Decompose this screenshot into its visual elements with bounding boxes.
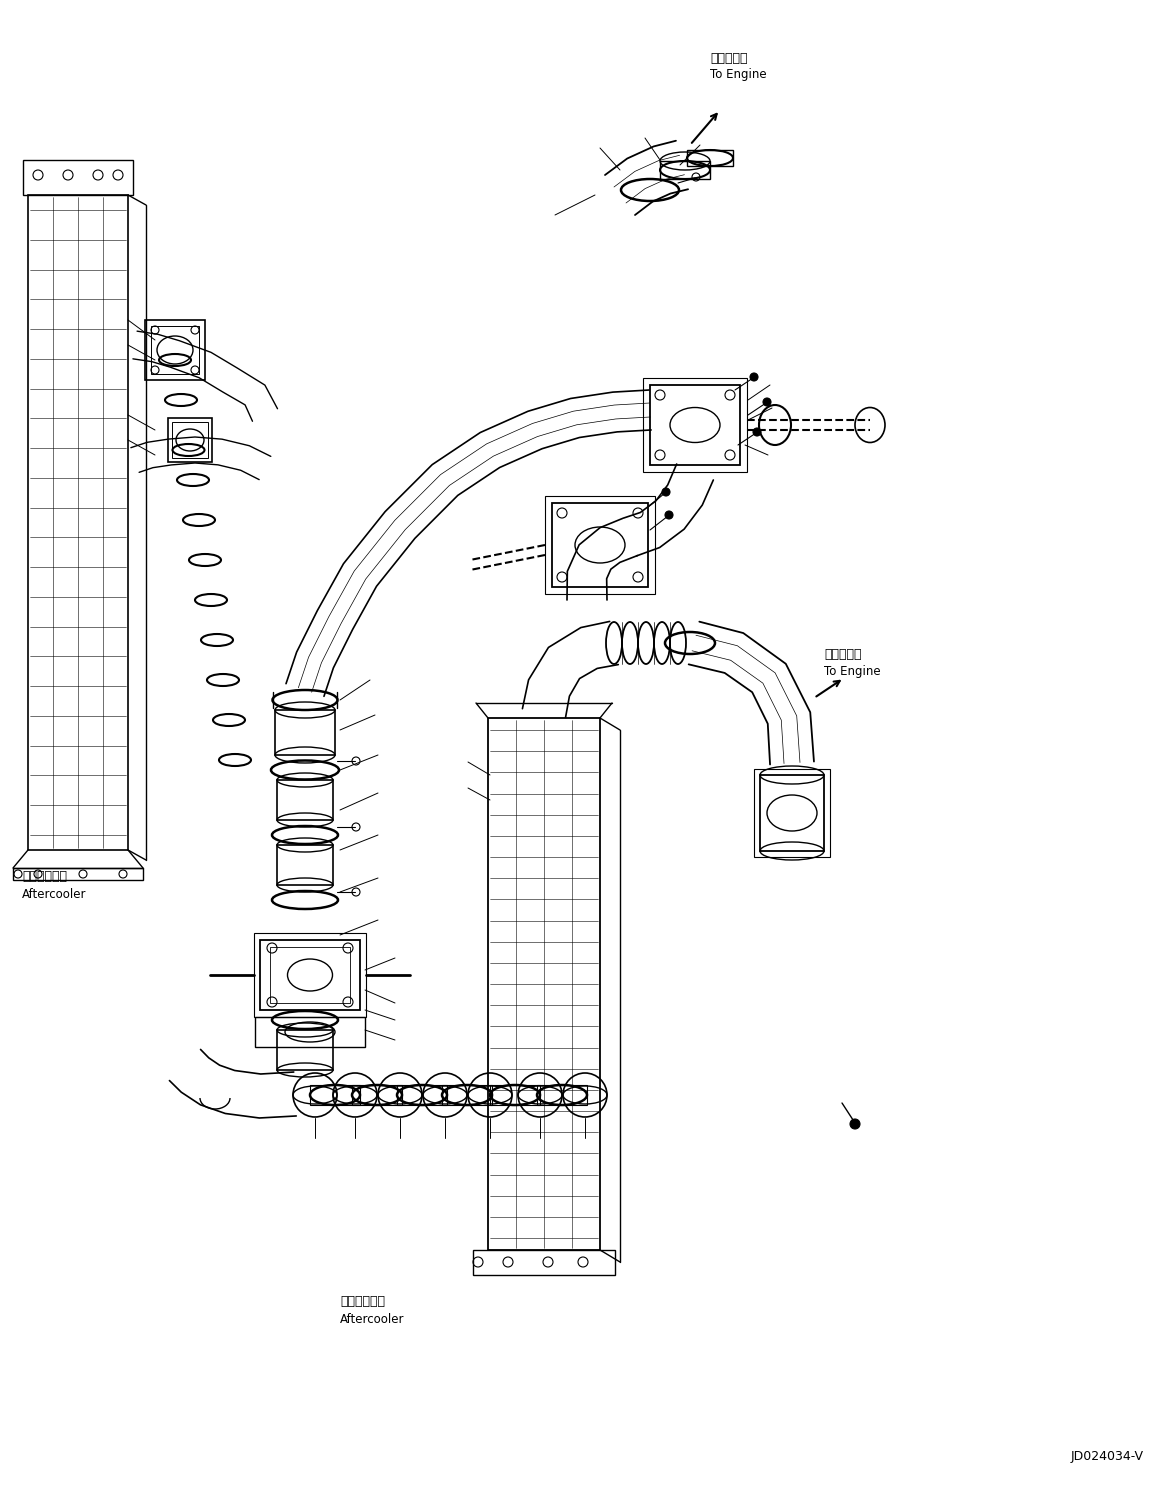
Bar xyxy=(254,933,366,1017)
Bar xyxy=(687,150,733,166)
Bar xyxy=(277,1031,333,1071)
Bar xyxy=(545,496,655,594)
Text: エンジンへ: エンジンへ xyxy=(710,52,748,65)
Circle shape xyxy=(664,511,673,518)
Bar xyxy=(277,845,333,885)
Circle shape xyxy=(750,373,758,382)
Bar xyxy=(310,1086,360,1105)
Text: エンジンへ: エンジンへ xyxy=(824,647,862,661)
Circle shape xyxy=(753,428,761,437)
Bar xyxy=(151,327,200,374)
Bar xyxy=(643,379,747,472)
Bar xyxy=(441,1086,492,1105)
Circle shape xyxy=(763,398,771,405)
Bar xyxy=(397,1086,447,1105)
Bar xyxy=(754,769,830,857)
Text: アフタクーラ: アフタクーラ xyxy=(22,870,67,884)
Text: Aftercooler: Aftercooler xyxy=(22,888,87,901)
Bar xyxy=(259,940,360,1010)
Bar xyxy=(473,1250,615,1276)
Bar xyxy=(488,719,600,1250)
Bar xyxy=(760,775,824,851)
Text: To Engine: To Engine xyxy=(710,68,767,82)
Bar xyxy=(352,1086,402,1105)
Bar xyxy=(270,947,350,1002)
Circle shape xyxy=(662,489,670,496)
Bar xyxy=(275,710,335,754)
Bar xyxy=(23,160,133,195)
Bar xyxy=(650,385,740,465)
Bar xyxy=(537,1086,587,1105)
Bar xyxy=(168,417,212,462)
Text: Aftercooler: Aftercooler xyxy=(340,1313,405,1326)
Bar xyxy=(660,160,710,180)
Text: To Engine: To Engine xyxy=(824,665,880,679)
Bar xyxy=(28,195,128,849)
Text: アフタクーラ: アフタクーラ xyxy=(340,1295,385,1308)
Bar xyxy=(146,319,205,380)
Bar xyxy=(552,503,648,587)
Bar xyxy=(255,1017,365,1047)
Bar xyxy=(277,780,333,820)
Text: JD024034-V: JD024034-V xyxy=(1071,1449,1143,1463)
Bar xyxy=(13,869,143,881)
Circle shape xyxy=(850,1120,861,1129)
Bar xyxy=(490,1086,540,1105)
Bar xyxy=(173,422,208,457)
